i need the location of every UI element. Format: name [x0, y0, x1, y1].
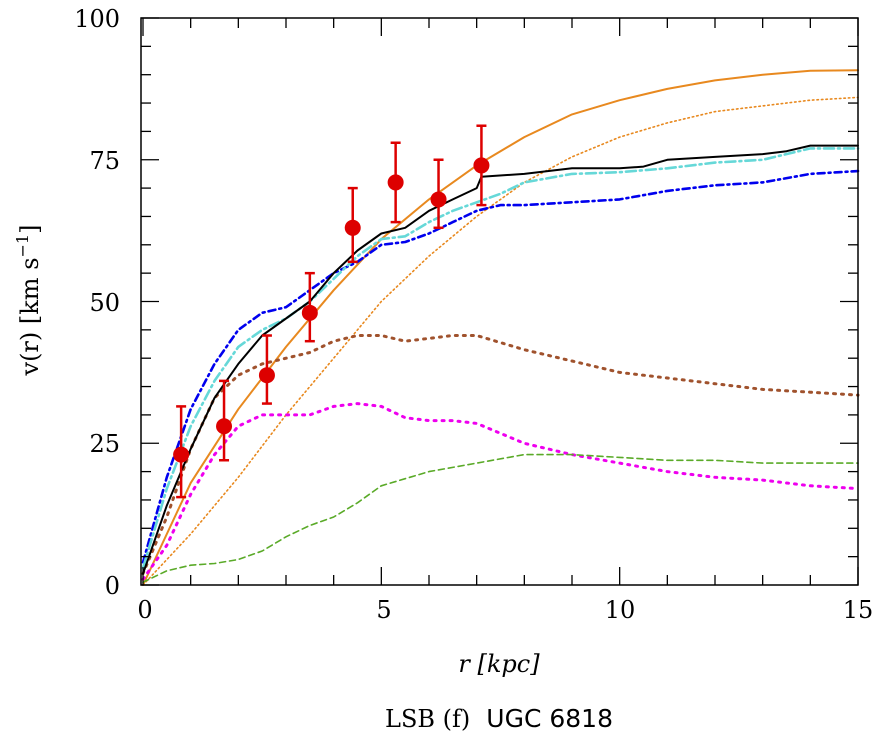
model-curve-4 — [142, 453, 859, 583]
data-point — [387, 141, 404, 224]
data-marker — [387, 174, 404, 191]
model-curve-2 — [141, 334, 860, 576]
caption-galaxy: UGC 6818 — [486, 704, 613, 733]
model-curve-6 — [141, 147, 860, 570]
data-marker — [173, 446, 190, 463]
x-tick-label: 5 — [376, 596, 391, 624]
data-point — [173, 405, 190, 499]
x-tick-label: 15 — [843, 596, 874, 624]
data-marker — [216, 418, 233, 435]
data-point — [430, 158, 447, 230]
data-point — [344, 186, 361, 264]
y-axis-label: v(r) [km s−1] — [13, 225, 44, 377]
data-point — [301, 271, 318, 343]
y-axis-label-main: v(r) [km s — [16, 257, 44, 376]
y-tick-label: 75 — [89, 147, 120, 175]
y-axis-label-end: ] — [16, 225, 44, 234]
model-curve-3 — [141, 402, 860, 581]
x-axis-label: r [kpc] — [458, 650, 540, 678]
y-axis-label-sup: −1 — [13, 234, 32, 258]
model-curve-7 — [142, 144, 859, 575]
data-point — [258, 334, 275, 405]
data-marker — [473, 157, 490, 174]
y-tick-label: 100 — [74, 5, 120, 33]
plot-frame — [140, 17, 859, 586]
model-curve-1 — [142, 96, 859, 586]
x-tick-label: 0 — [137, 596, 152, 624]
caption-sample: LSB (f) — [385, 705, 470, 733]
data-marker — [258, 367, 275, 384]
data-marker — [430, 191, 447, 208]
data-marker — [301, 304, 318, 321]
y-tick-label: 50 — [89, 289, 120, 317]
data-marker — [344, 219, 361, 236]
y-tick-label: 25 — [89, 430, 120, 458]
x-tick-label: 10 — [605, 596, 636, 624]
caption: LSB (f) UGC 6818 — [385, 704, 613, 733]
model-curve-5 — [141, 169, 860, 564]
data-point — [473, 124, 490, 207]
data-point — [216, 379, 233, 462]
model-curve-0 — [142, 69, 859, 586]
y-tick-label: 0 — [105, 572, 120, 600]
